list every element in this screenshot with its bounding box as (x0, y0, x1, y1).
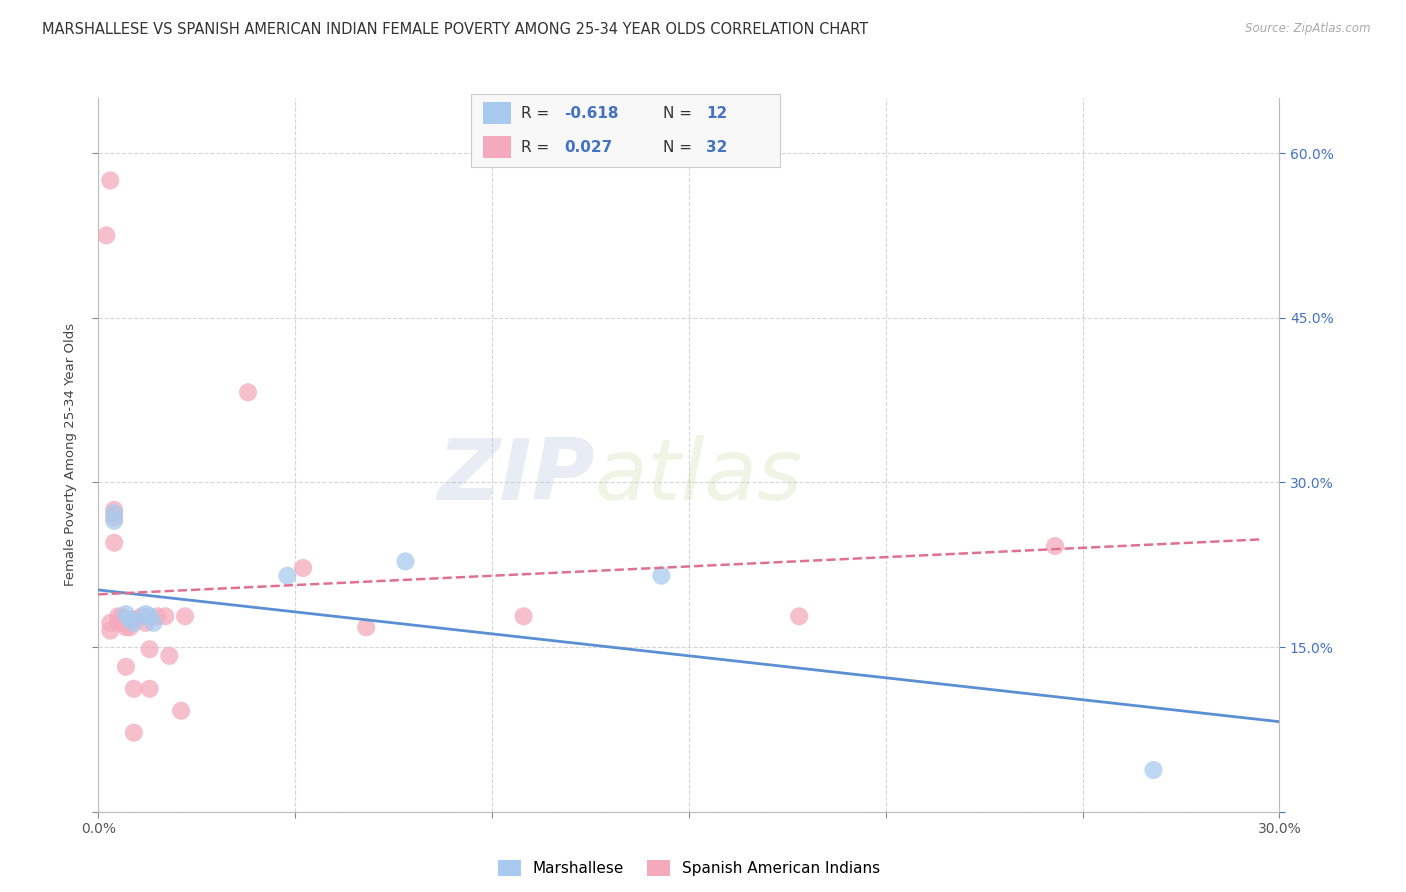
Point (96, 228, 118, 243)
Point (1142, 763, 1164, 777)
Point (146, 609, 169, 624)
Point (787, 609, 810, 624)
Point (103, 510, 125, 524)
Point (138, 642, 160, 657)
Point (115, 660, 138, 674)
Y-axis label: Female Poverty Among 25-34 Year Olds: Female Poverty Among 25-34 Year Olds (63, 324, 77, 586)
Text: MARSHALLESE VS SPANISH AMERICAN INDIAN FEMALE POVERTY AMONG 25-34 YEAR OLDS CORR: MARSHALLESE VS SPANISH AMERICAN INDIAN F… (42, 22, 869, 37)
Point (122, 613, 145, 627)
Point (111, 615, 134, 630)
Point (131, 609, 153, 624)
Point (107, 609, 129, 624)
Legend: Marshallese, Spanish American Indians: Marshallese, Spanish American Indians (492, 855, 886, 882)
Point (394, 554, 416, 568)
Point (115, 607, 138, 621)
Point (276, 568, 298, 582)
Point (107, 615, 129, 630)
Point (174, 609, 197, 624)
Point (118, 620, 141, 634)
Text: -0.618: -0.618 (564, 106, 619, 121)
Point (135, 607, 157, 621)
Text: 32: 32 (706, 139, 727, 154)
Text: R =: R = (520, 139, 548, 154)
Point (354, 620, 377, 634)
Point (135, 615, 157, 630)
Point (157, 648, 180, 663)
Point (138, 681, 160, 696)
Text: Source: ZipAtlas.com: Source: ZipAtlas.com (1246, 22, 1371, 36)
Point (650, 568, 672, 582)
Text: N =: N = (662, 106, 692, 121)
Point (155, 609, 177, 624)
Text: 0.027: 0.027 (564, 139, 612, 154)
Point (98, 615, 121, 630)
Point (98, 173, 121, 187)
Point (115, 620, 138, 634)
Point (111, 609, 134, 624)
Point (170, 704, 193, 718)
FancyBboxPatch shape (484, 136, 512, 158)
Point (122, 725, 145, 739)
Point (103, 514, 125, 528)
Point (512, 609, 534, 624)
Point (103, 503, 125, 517)
Point (118, 613, 141, 627)
Point (122, 681, 145, 696)
Text: R =: R = (520, 106, 548, 121)
Point (122, 615, 145, 630)
Point (1043, 539, 1066, 553)
Text: 12: 12 (706, 106, 727, 121)
Text: atlas: atlas (595, 434, 803, 518)
Text: ZIP: ZIP (437, 434, 595, 518)
Point (236, 385, 259, 400)
Point (138, 609, 160, 624)
Point (103, 506, 125, 520)
Text: N =: N = (662, 139, 692, 154)
Point (142, 615, 165, 630)
FancyBboxPatch shape (484, 103, 512, 124)
Point (292, 561, 315, 575)
FancyBboxPatch shape (471, 94, 780, 167)
Point (103, 535, 125, 549)
Point (98, 624, 121, 638)
